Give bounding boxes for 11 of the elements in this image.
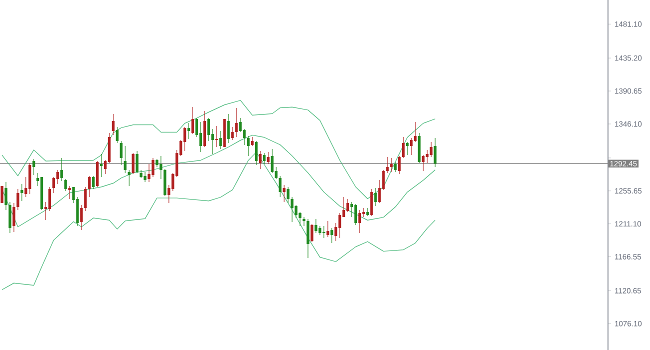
candlestick (136, 150, 138, 174)
candlestick (215, 126, 218, 148)
line-series (2, 100, 436, 200)
candlestick (60, 158, 63, 182)
candlestick (290, 196, 294, 222)
candlestick (12, 202, 16, 232)
candlestick (394, 162, 397, 172)
candlestick (88, 176, 91, 198)
candlestick (164, 168, 166, 196)
candlestick (318, 226, 322, 236)
line-series (2, 134, 436, 228)
